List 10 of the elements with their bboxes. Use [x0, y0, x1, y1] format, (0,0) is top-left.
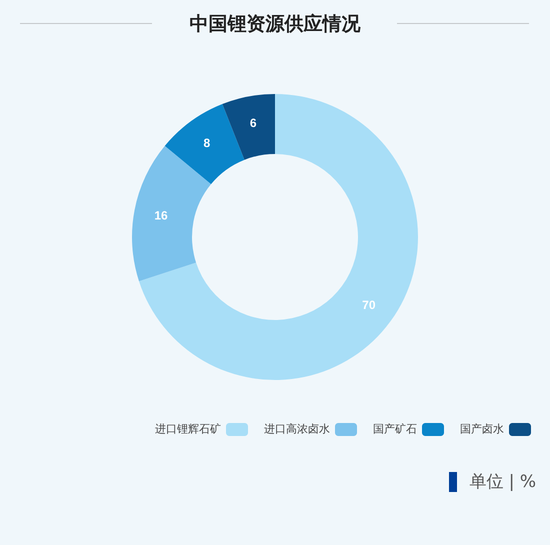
chart-title: 中国锂资源供应情况 [190, 13, 362, 35]
legend-label: 国产矿石 [373, 422, 417, 436]
legend-label: 进口高浓卤水 [264, 422, 330, 436]
data-label: 70 [362, 298, 376, 312]
legend-label: 进口锂辉石矿 [155, 422, 221, 436]
legend-label: 国产卤水 [460, 422, 504, 436]
data-label: 16 [154, 208, 168, 222]
data-label: 8 [203, 136, 210, 150]
text: 单位 | % [469, 471, 536, 493]
data-label: 6 [250, 116, 257, 130]
